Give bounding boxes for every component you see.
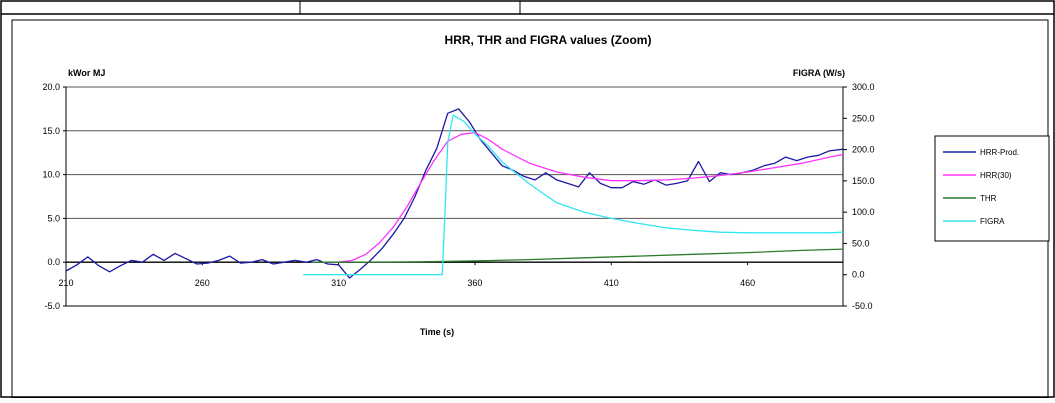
x-axis-label: Time (s) xyxy=(420,327,454,337)
legend-box xyxy=(934,135,1050,242)
y-left-tick-5: -5.0 xyxy=(44,301,60,311)
series-line-thr xyxy=(311,248,844,263)
y-right-tick-5: 50.0 xyxy=(852,238,870,248)
legend-label-3: FIGRA xyxy=(980,217,1005,226)
legend-label-2: THR xyxy=(980,194,997,203)
series-lines xyxy=(65,108,844,279)
y-right-tick-3: 150.0 xyxy=(852,176,875,186)
y-left-tick-3: 5.0 xyxy=(47,213,60,223)
x-tick-5: 460 xyxy=(740,278,755,288)
y-right-tick-2: 200.0 xyxy=(852,145,875,155)
y-left-tick-0: 20.0 xyxy=(42,82,60,92)
x-tick-4: 410 xyxy=(604,278,619,288)
y-left-tick-2: 10.0 xyxy=(42,170,60,180)
y-right-tick-6: 0.0 xyxy=(852,270,865,280)
y-left-axis-label: kWor MJ xyxy=(68,68,105,78)
x-tick-2: 310 xyxy=(331,278,346,288)
x-tick-0: 210 xyxy=(58,278,73,288)
y-right-tick-0: 300.0 xyxy=(852,82,875,92)
y-right-tick-7: -50.0 xyxy=(852,301,873,311)
y-right-tick-1: 250.0 xyxy=(852,113,875,123)
chart-title: HRR, THR and FIGRA values (Zoom) xyxy=(445,33,652,47)
y-left-tick-1: 15.0 xyxy=(42,126,60,136)
x-tick-1: 260 xyxy=(195,278,210,288)
y-left-tick-4: 0.0 xyxy=(47,257,60,267)
series-line-figra xyxy=(303,114,844,276)
series-line-hrr-prod- xyxy=(65,108,844,279)
legend-label-0: HRR-Prod. xyxy=(980,148,1019,157)
tick-labels: 20.0 15.0 10.0 5.0 0.0 -5.0 300.0 250.0 200.0 150… xyxy=(42,82,874,311)
y-right-axis-label: FIGRA (W/s) xyxy=(793,68,845,78)
y-right-tick-4: 100.0 xyxy=(852,207,875,217)
legend-label-1: HRR(30) xyxy=(980,171,1012,180)
axes xyxy=(63,86,847,307)
series-line-hrr-30- xyxy=(311,131,844,263)
legend: HRR-Prod. HRR(30) THR FIGRA xyxy=(934,135,1050,242)
x-tick-3: 360 xyxy=(467,278,482,288)
gridlines xyxy=(66,86,843,263)
